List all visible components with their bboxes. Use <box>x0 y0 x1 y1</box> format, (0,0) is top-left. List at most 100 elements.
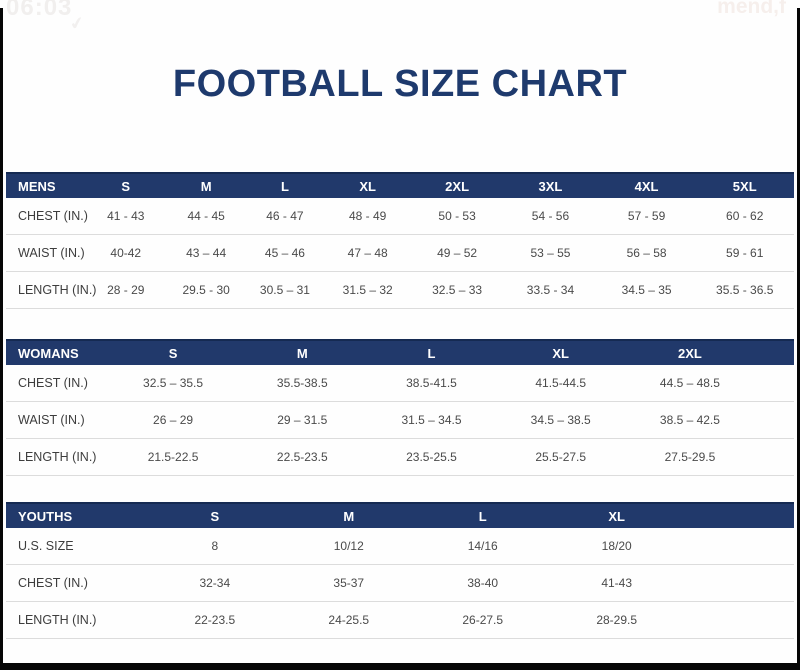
size-value-cell: 35.5 - 36.5 <box>695 271 794 309</box>
size-value-cell: 49 – 52 <box>411 234 504 272</box>
size-column-header: S <box>147 502 282 528</box>
row-filler-cell <box>754 365 794 402</box>
size-value-cell: 41-43 <box>549 564 684 602</box>
size-column-header: L <box>366 339 497 365</box>
size-column-header: 3XL <box>503 172 598 198</box>
size-column-header: XL <box>324 172 411 198</box>
size-value-cell: 35.5-38.5 <box>237 365 367 402</box>
size-column-header: L <box>415 502 550 528</box>
size-value-cell: 56 – 58 <box>597 234 696 272</box>
size-value-cell: 41.5-44.5 <box>496 365 626 402</box>
size-value-cell: 44.5 – 48.5 <box>625 365 755 402</box>
row-label: WAIST (IN.) <box>6 234 85 272</box>
measurement-row: CHEST (IN.) 32.5 – 35.5 35.5-38.5 38.5-41.5… <box>6 365 794 402</box>
measurement-row: CHEST (IN.) 32-34 35-37 38-40 41-43 <box>6 564 794 602</box>
row-label: LENGTH (IN.) <box>6 601 148 639</box>
size-value-cell: 32.5 – 35.5 <box>108 365 238 402</box>
size-value-cell: 34.5 – 35 <box>597 271 696 309</box>
row-label: LENGTH (IN.) <box>6 271 96 309</box>
size-value-cell: 41 - 43 <box>84 198 167 235</box>
measurement-row: WAIST (IN.) 40-42 43 – 44 45 – 46 47 – 48 49 … <box>6 234 794 272</box>
header-filler-cell <box>683 502 794 528</box>
size-column-header: M <box>281 502 416 528</box>
size-value-cell: 46 - 47 <box>245 198 325 235</box>
header-filler-cell <box>754 339 794 365</box>
row-label: CHEST (IN.) <box>6 564 148 602</box>
size-value-cell: 30.5 – 31 <box>245 271 325 309</box>
womans-size-table-slot: WOMANS S M L XL 2XL CHEST (IN.) 32.5 – 35.5 35.5… <box>6 339 794 476</box>
size-value-cell: 44 - 45 <box>166 198 246 235</box>
size-value-cell: 31.5 – 34.5 <box>366 401 497 439</box>
size-column-header: 4XL <box>597 172 696 198</box>
row-label: LENGTH (IN.) <box>6 438 109 476</box>
size-value-cell: 18/20 <box>549 528 684 565</box>
size-value-cell: 38-40 <box>415 564 550 602</box>
measurement-row: CHEST (IN.) 41 - 43 44 - 45 46 - 47 48 - 49 5… <box>6 198 794 235</box>
size-value-cell: 47 – 48 <box>324 234 411 272</box>
size-value-cell: 26 – 29 <box>108 401 238 439</box>
size-column-header: XL <box>549 502 684 528</box>
size-value-cell: 60 - 62 <box>695 198 794 235</box>
size-value-cell: 27.5-29.5 <box>625 438 755 476</box>
size-value-cell: 50 - 53 <box>411 198 504 235</box>
row-filler-cell <box>754 438 794 476</box>
size-table-womans: WOMANS S M L XL 2XL CHEST (IN.) 32.5 – 35.5 35.5… <box>6 339 794 476</box>
youths-size-table-slot: YOUTHS S M L XL U.S. SIZE 8 10/12 14/16 18/20 CHES… <box>6 502 794 639</box>
size-value-cell: 24-25.5 <box>281 601 416 639</box>
size-value-cell: 26-27.5 <box>415 601 550 639</box>
size-table-youths: YOUTHS S M L XL U.S. SIZE 8 10/12 14/16 18/20 CHES… <box>6 502 794 639</box>
row-label: WAIST (IN.) <box>6 401 109 439</box>
size-value-cell: 38.5-41.5 <box>366 365 497 402</box>
table-section-label: YOUTHS <box>6 502 148 528</box>
size-value-cell: 53 – 55 <box>503 234 598 272</box>
size-value-cell: 29 – 31.5 <box>237 401 367 439</box>
row-label: CHEST (IN.) <box>6 198 88 235</box>
size-value-cell: 59 - 61 <box>695 234 794 272</box>
measurement-row: WAIST (IN.) 26 – 29 29 – 31.5 31.5 – 34.5 34… <box>6 401 794 439</box>
size-value-cell: 28-29.5 <box>549 601 684 639</box>
bottom-border-edge <box>0 663 800 670</box>
size-table-mens: MENS S M L XL 2XL 3XL 4XL 5XL CHEST (IN.) 41 - 43 4… <box>6 172 794 309</box>
left-border-edge <box>0 8 3 670</box>
size-value-cell: 14/16 <box>415 528 550 565</box>
row-filler-cell <box>683 601 794 639</box>
table-header-row: WOMANS S M L XL 2XL <box>6 339 794 365</box>
measurement-row: LENGTH (IN.) 28 - 29 29.5 - 30 30.5 – 31 31.… <box>6 271 794 309</box>
size-value-cell: 54 - 56 <box>503 198 598 235</box>
size-column-header: L <box>245 172 325 198</box>
size-value-cell: 22.5-23.5 <box>237 438 367 476</box>
right-border-edge <box>797 8 800 670</box>
row-filler-cell <box>754 401 794 439</box>
size-value-cell: 38.5 – 42.5 <box>625 401 755 439</box>
size-value-cell: 21.5-22.5 <box>108 438 238 476</box>
measurement-row: LENGTH (IN.) 22-23.5 24-25.5 26-27.5 28-29.5 <box>6 601 794 639</box>
measurement-row: U.S. SIZE 8 10/12 14/16 18/20 <box>6 528 794 565</box>
row-filler-cell <box>683 564 794 602</box>
size-value-cell: 31.5 – 32 <box>324 271 411 309</box>
mens-size-table-slot: MENS S M L XL 2XL 3XL 4XL 5XL CHEST (IN.) 41 - 43 4… <box>6 172 794 309</box>
table-section-label: MENS <box>6 172 85 198</box>
size-value-cell: 10/12 <box>281 528 416 565</box>
measurement-row: LENGTH (IN.) 21.5-22.5 22.5-23.5 23.5-25.5 2… <box>6 438 794 476</box>
table-section-label: WOMANS <box>6 339 109 365</box>
size-value-cell: 57 - 59 <box>597 198 696 235</box>
size-value-cell: 32.5 – 33 <box>411 271 504 309</box>
size-value-cell: 32-34 <box>147 564 282 602</box>
size-value-cell: 23.5-25.5 <box>366 438 497 476</box>
table-header-row: YOUTHS S M L XL <box>6 502 794 528</box>
page-title: FOOTBALL SIZE CHART <box>172 63 628 105</box>
row-label: CHEST (IN.) <box>6 365 109 402</box>
size-column-header: 2XL <box>411 172 504 198</box>
size-value-cell: 8 <box>147 528 282 565</box>
size-value-cell: 29.5 - 30 <box>166 271 246 309</box>
size-column-header: 2XL <box>625 339 755 365</box>
size-value-cell: 45 – 46 <box>245 234 325 272</box>
size-value-cell: 40-42 <box>84 234 167 272</box>
table-header-row: MENS S M L XL 2XL 3XL 4XL 5XL <box>6 172 794 198</box>
size-value-cell: 33.5 - 34 <box>503 271 598 309</box>
size-column-header: M <box>166 172 246 198</box>
size-column-header: S <box>84 172 167 198</box>
size-value-cell: 22-23.5 <box>147 601 282 639</box>
size-value-cell: 28 - 29 <box>84 271 167 309</box>
